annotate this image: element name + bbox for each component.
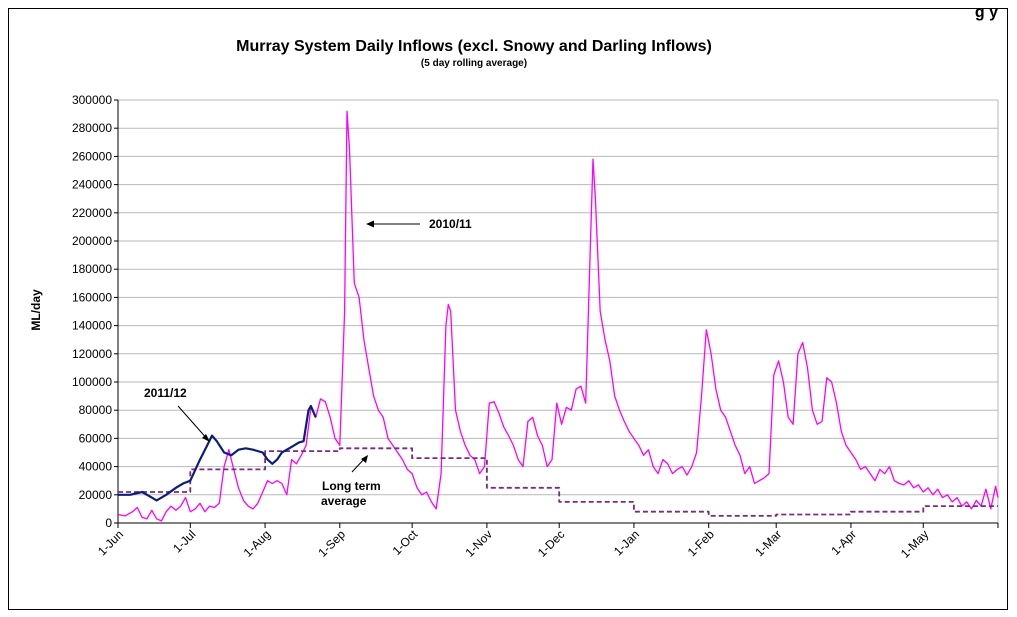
chart-frame: Murray System Daily Inflows (excl. Snowy…	[8, 8, 1008, 610]
y-tick-label: 20000	[79, 488, 113, 502]
annotation-label-long-term-2: average	[321, 494, 367, 508]
annotations: 2010/11 2011/12 Long term average	[144, 217, 472, 508]
y-tick-label: 300000	[72, 93, 112, 107]
y-tick-label: 40000	[79, 460, 113, 474]
y-tick-label: 180000	[72, 262, 112, 276]
y-tick-label: 200000	[72, 234, 112, 248]
y-tick-label: 0	[105, 516, 112, 530]
series-line-2010-11	[117, 110, 999, 522]
annotation-arrow-2011-12	[177, 405, 210, 442]
y-tick-label: 240000	[72, 178, 112, 192]
chart-title: Murray System Daily Inflows (excl. Snowy…	[236, 38, 712, 55]
annotation-label-2011-12: 2011/12	[144, 386, 187, 400]
y-tick-labels: 0 20000 40000 60000 80000 100000 120000 140000 1…	[72, 93, 118, 530]
annotation-label-2010-11: 2010/11	[429, 217, 472, 231]
annotation-arrowhead-long-term	[361, 455, 368, 463]
annotation-label-long-term-1: Long term	[322, 479, 381, 493]
series-group	[117, 110, 999, 522]
annotation-arrowhead-2010-11	[366, 220, 374, 228]
y-tick-label: 80000	[79, 403, 113, 417]
header-trailing-text: g y	[975, 8, 998, 21]
annotation-arrowhead-2011-12	[202, 434, 210, 442]
y-tick-label: 120000	[72, 347, 112, 361]
y-tick-label: 100000	[72, 375, 112, 389]
series-line-2011-12	[118, 404, 317, 502]
chart-subtitle: (5 day rolling average)	[421, 58, 527, 69]
y-axis-label: ML/day	[29, 289, 43, 331]
y-tick-label: 160000	[72, 290, 112, 304]
y-tick-label: 260000	[72, 149, 112, 163]
y-tick-label: 60000	[79, 431, 113, 445]
y-tick-label: 220000	[72, 206, 112, 220]
y-tick-label: 140000	[72, 319, 112, 333]
gridlines	[117, 99, 999, 524]
y-tick-label: 280000	[72, 121, 112, 135]
inflow-chart: Murray System Daily Inflows (excl. Snowy…	[8, 8, 1008, 610]
